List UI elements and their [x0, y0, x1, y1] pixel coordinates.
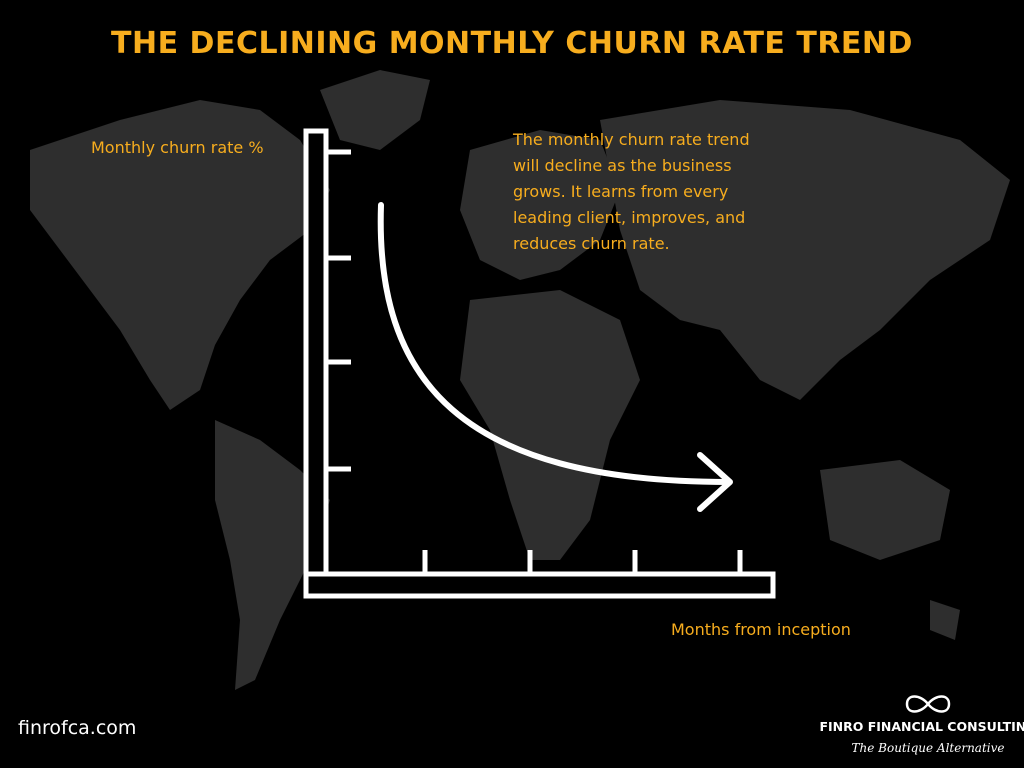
brand-name: FINRO FINANCIAL CONSULTING — [819, 719, 1024, 734]
annotation-line: leading client, improves, and — [513, 208, 745, 227]
footer-url: finrofca.com — [18, 717, 136, 739]
annotation: The monthly churn rate trend will declin… — [512, 130, 750, 253]
trend-arrow — [377, 202, 733, 512]
y-axis-label: Monthly churn rate % — [91, 138, 264, 157]
annotation-line: grows. It learns from every — [513, 182, 728, 201]
annotation-line: The monthly churn rate trend — [512, 130, 750, 149]
logo — [905, 695, 951, 713]
brand-tagline: The Boutique Alternative — [852, 741, 1005, 755]
title: THE DECLINING MONTHLY CHURN RATE TREND — [111, 26, 913, 61]
x-axis-label: Months from inception — [671, 620, 851, 639]
annotation-line: reduces churn rate. — [513, 234, 670, 253]
axes — [303, 128, 776, 599]
annotation-line: will decline as the business — [513, 156, 732, 175]
world-map — [30, 70, 1010, 690]
